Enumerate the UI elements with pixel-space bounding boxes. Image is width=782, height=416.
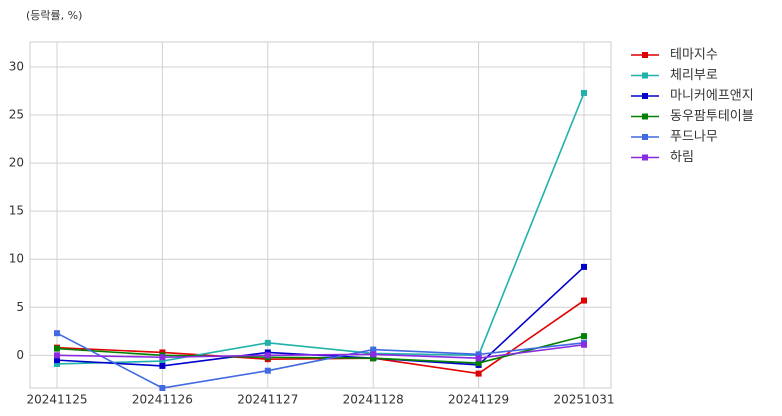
point-marker <box>54 345 60 352</box>
legend-marker <box>642 93 648 99</box>
x-tick-label: 20251031 <box>553 393 614 407</box>
point-marker <box>54 352 60 359</box>
point-marker <box>475 351 482 358</box>
legend-label: 마니커에프앤지 <box>670 89 754 104</box>
point-marker <box>54 330 60 337</box>
point-marker <box>370 346 377 353</box>
point-marker <box>581 297 587 304</box>
chart-title: (등락률, %) <box>26 9 82 22</box>
legend-marker <box>642 154 648 161</box>
point-marker <box>581 341 587 348</box>
y-tick-label: 25 <box>9 108 24 122</box>
series-line <box>56 299 585 375</box>
legend-marker <box>642 72 648 79</box>
series-line <box>56 335 585 364</box>
y-tick-label: 20 <box>9 156 24 170</box>
legend-marker <box>642 134 648 140</box>
point-marker <box>475 360 482 367</box>
point-marker <box>264 352 271 359</box>
x-tick-label: 20241127 <box>237 393 298 407</box>
legend-marker <box>642 52 648 58</box>
point-marker <box>264 339 271 346</box>
legend-label: 하림 <box>670 150 694 165</box>
legend-label: 푸드나무 <box>670 130 718 145</box>
legend-label: 테마지수 <box>670 48 718 63</box>
point-marker <box>54 357 60 364</box>
point-marker <box>159 358 166 365</box>
point-marker <box>54 360 60 367</box>
legend-marker <box>642 113 648 120</box>
series-line <box>56 92 585 365</box>
point-marker <box>264 367 271 374</box>
legend-label: 동우팜투테이블 <box>670 109 754 124</box>
y-tick-label: 15 <box>9 204 24 218</box>
point-marker <box>581 89 587 96</box>
x-tick-label: 20241128 <box>343 393 404 407</box>
point-marker <box>159 354 166 361</box>
x-tick-label: 20241129 <box>448 393 509 407</box>
x-tick-label: 20241126 <box>132 393 193 407</box>
point-marker <box>370 351 377 358</box>
legend-label: 체리부로 <box>670 68 718 83</box>
point-marker <box>581 263 587 270</box>
point-marker <box>475 370 482 377</box>
y-tick-label: 0 <box>16 348 24 362</box>
point-marker <box>370 355 377 362</box>
y-tick-label: 10 <box>9 252 24 266</box>
series-line <box>56 332 585 389</box>
point-marker <box>159 385 166 391</box>
point-marker <box>581 333 587 340</box>
series-line <box>56 343 585 360</box>
y-tick-label: 30 <box>9 59 24 73</box>
x-tick-label: 20241125 <box>26 393 87 407</box>
point-marker <box>159 362 166 369</box>
y-tick-label: 5 <box>16 300 24 314</box>
point-marker <box>475 355 482 362</box>
plot-frame <box>29 41 612 389</box>
